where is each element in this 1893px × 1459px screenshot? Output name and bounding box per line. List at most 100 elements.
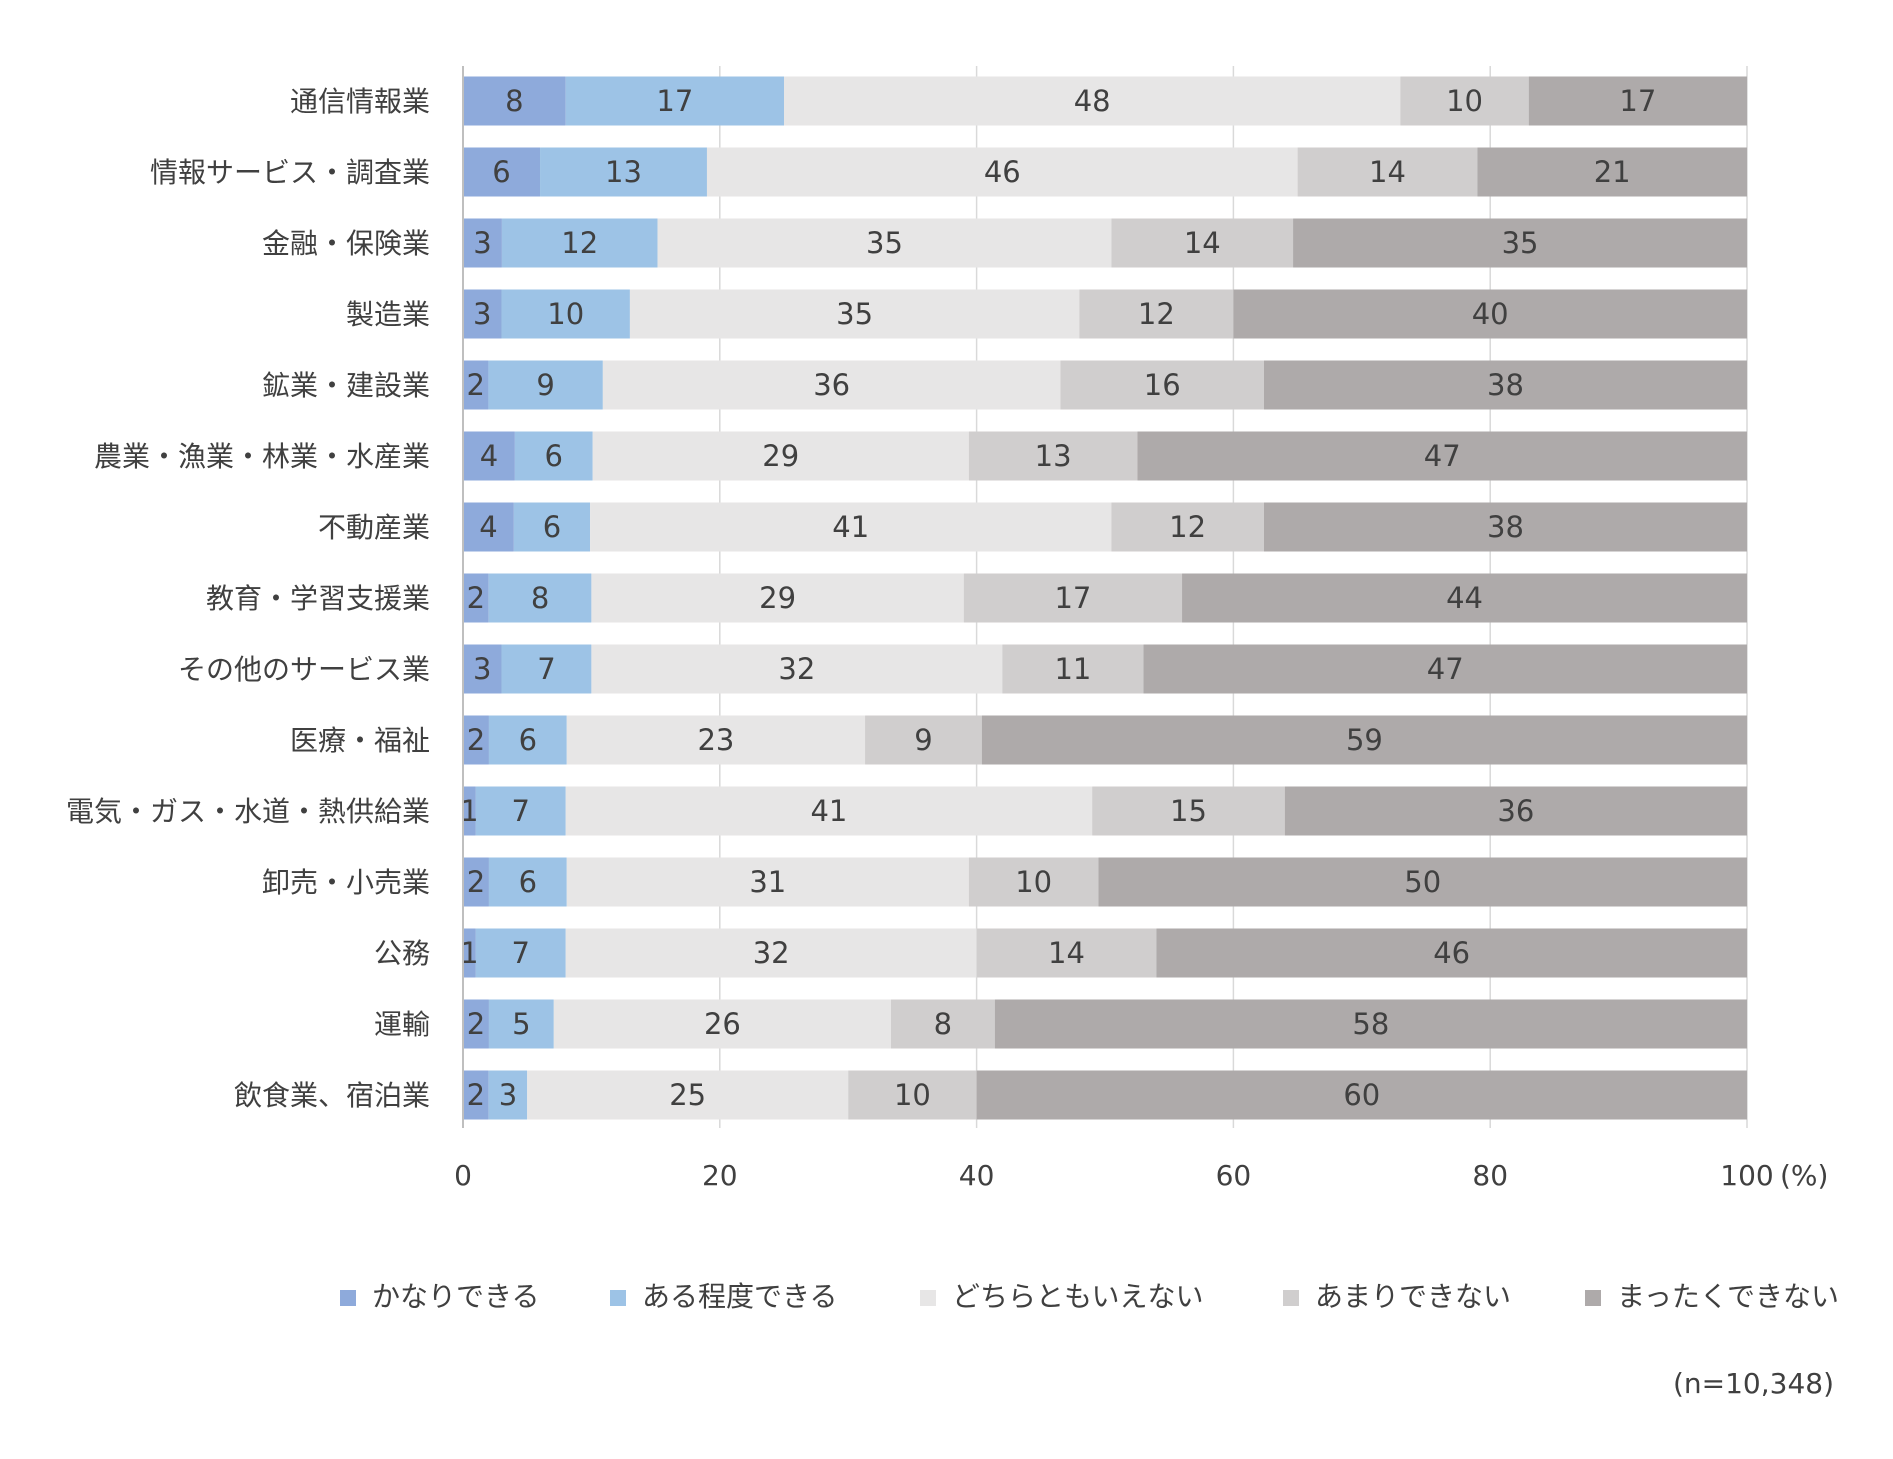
data-label: 46 <box>1433 936 1470 970</box>
data-label: 8 <box>505 84 523 118</box>
bar-segment <box>657 218 1112 268</box>
data-label: 58 <box>1352 1007 1389 1041</box>
x-tick-label: 40 <box>959 1159 995 1192</box>
bar-segment <box>475 928 566 978</box>
data-label: 2 <box>466 368 484 402</box>
legend-swatch <box>610 1290 626 1306</box>
data-label: 29 <box>762 439 799 473</box>
bar-segment <box>463 147 541 197</box>
bar-segment <box>592 431 969 481</box>
bar-segment <box>602 360 1061 410</box>
bar-segment <box>463 857 489 907</box>
x-axis-unit: (%) <box>1780 1159 1828 1192</box>
bar-segment <box>501 218 658 268</box>
data-label: 41 <box>810 794 847 828</box>
legend-swatch <box>1585 1290 1601 1306</box>
bar-segment <box>463 289 502 339</box>
data-label: 50 <box>1404 865 1441 899</box>
data-label: 14 <box>1048 936 1085 970</box>
bar-segment <box>981 715 1747 765</box>
bar-segment <box>1284 786 1747 836</box>
data-label: 26 <box>704 1007 741 1041</box>
data-label: 46 <box>984 155 1021 189</box>
bar-segment <box>1293 218 1747 268</box>
bar-segment <box>540 147 707 197</box>
data-label: 21 <box>1594 155 1631 189</box>
bar-segment <box>1182 573 1747 623</box>
bar-segment <box>1263 360 1747 410</box>
x-axis-ticks: 0 20 40 60 80 100 <box>454 1159 1774 1192</box>
data-label: 7 <box>512 794 530 828</box>
data-label: 36 <box>1497 794 1534 828</box>
bar-segment <box>463 360 489 410</box>
category-label: 飲食業、宿泊業 <box>234 1079 430 1112</box>
bar-segment <box>1111 218 1294 268</box>
x-tick-label: 80 <box>1472 1159 1508 1192</box>
bar-segment <box>501 644 592 694</box>
legend-swatch <box>920 1290 936 1306</box>
bar-segment <box>463 715 489 765</box>
data-label: 17 <box>1054 581 1091 615</box>
bar-segment <box>463 218 502 268</box>
bar-segment <box>501 289 630 339</box>
data-label: 47 <box>1427 652 1464 686</box>
x-tick-label: 60 <box>1216 1159 1252 1192</box>
data-label: 31 <box>749 865 786 899</box>
data-label: 2 <box>467 581 485 615</box>
bar-segment <box>629 289 1080 339</box>
data-label: 29 <box>759 581 796 615</box>
data-label: 1 <box>460 936 478 970</box>
bar-segment <box>1400 76 1529 126</box>
data-label: 36 <box>813 368 850 402</box>
category-label: 電気・ガス・水道・熱供給業 <box>66 795 430 828</box>
data-label: 7 <box>537 652 555 686</box>
legend-label: どちらともいえない <box>952 1280 1203 1313</box>
data-label: 60 <box>1343 1078 1380 1112</box>
sample-size-note: (n=10,348) <box>1673 1367 1834 1400</box>
bar-segment <box>968 857 1099 907</box>
x-tick-label: 20 <box>702 1159 738 1192</box>
bar-segment <box>591 644 1003 694</box>
bar-segment <box>463 999 489 1049</box>
data-label: 47 <box>1424 439 1461 473</box>
bar-segment <box>1079 289 1234 339</box>
bar-segment <box>1111 502 1264 552</box>
data-label: 10 <box>894 1078 931 1112</box>
bar-segment <box>963 573 1183 623</box>
data-label: 13 <box>1035 439 1072 473</box>
legend-swatch <box>340 1290 356 1306</box>
bar-segment <box>463 1070 489 1120</box>
bar-segment <box>1156 928 1747 978</box>
category-label: 農業・漁業・林業・水産業 <box>94 440 430 473</box>
bar-segment <box>463 431 515 481</box>
data-label: 12 <box>1169 510 1206 544</box>
bar-segment <box>463 644 502 694</box>
legend-label: まったくできない <box>1617 1280 1839 1313</box>
bar-segment <box>891 999 995 1049</box>
legend-label: かなりできる <box>372 1280 539 1313</box>
bar-segment <box>475 786 566 836</box>
data-label: 8 <box>934 1007 952 1041</box>
bar-segment <box>1060 360 1264 410</box>
category-label: その他のサービス業 <box>178 653 430 686</box>
data-label: 6 <box>519 865 537 899</box>
bar-segment <box>706 147 1298 197</box>
bar-segment <box>488 999 554 1049</box>
bar-segment <box>566 857 969 907</box>
data-label: 10 <box>547 297 584 331</box>
bar-segment <box>784 76 1401 126</box>
category-labels: 通信情報業情報サービス・調査業金融・保険業製造業鉱業・建設業農業・漁業・林業・水… <box>66 85 430 1112</box>
bar-segment <box>463 76 566 126</box>
bar-segment <box>865 715 982 765</box>
data-label: 3 <box>473 652 491 686</box>
bar-segment <box>976 928 1157 978</box>
bar-segment <box>1098 857 1747 907</box>
bars: 8 17 48 10 176 13 46 14 213 12 35 14 353 10 35 12 402 9 36… <box>460 76 1747 1120</box>
bar-segment <box>1233 289 1747 339</box>
bar-segment <box>968 431 1138 481</box>
data-label: 10 <box>1446 84 1483 118</box>
bar-segment <box>1137 431 1747 481</box>
data-label: 35 <box>866 226 903 260</box>
data-label: 10 <box>1015 865 1052 899</box>
